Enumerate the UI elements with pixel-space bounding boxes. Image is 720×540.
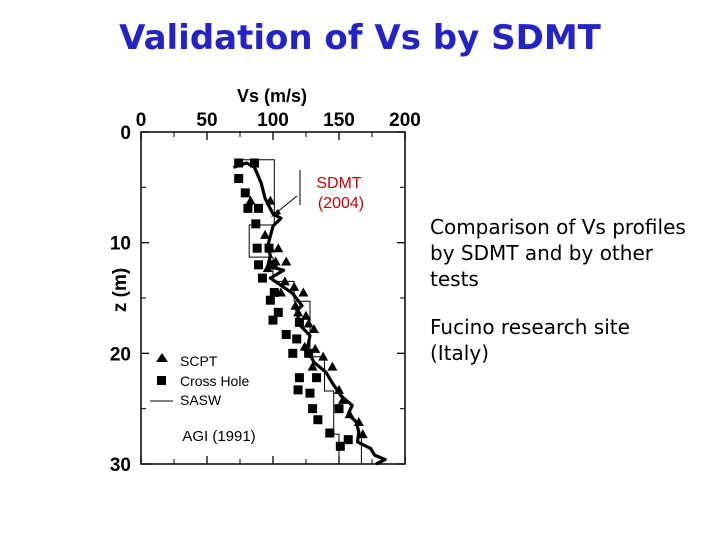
cross-hole-point xyxy=(325,428,335,438)
scpt-point xyxy=(281,256,292,266)
scpt-point xyxy=(303,318,314,328)
cross-hole-point xyxy=(234,158,244,168)
scpt-point xyxy=(353,416,364,426)
cross-hole-point xyxy=(293,385,303,395)
source-note: AGI (1991) xyxy=(182,428,255,445)
cross-hole-point xyxy=(257,273,267,283)
cross-hole-point xyxy=(312,373,322,383)
legend-scpt: SCPT xyxy=(180,353,218,369)
cross-hole-point xyxy=(253,260,263,270)
cross-hole-point xyxy=(292,334,302,344)
y-axis-label: z (m) xyxy=(110,268,131,312)
scpt-point xyxy=(318,351,329,361)
chart-legend: SCPT Cross Hole SASW AGI (1991) xyxy=(150,353,256,445)
cross-hole-point xyxy=(253,203,263,213)
comparison-description: Comparison of Vs profiles by SDMT and by… xyxy=(430,215,686,291)
scpt-point xyxy=(293,307,304,317)
cross-hole-point xyxy=(294,373,304,383)
scpt-point xyxy=(307,361,318,371)
annotation-arrow-head xyxy=(271,209,281,217)
cross-hole-point xyxy=(252,243,262,253)
scpt-point xyxy=(245,195,256,205)
cross-hole-point xyxy=(288,348,298,358)
scpt-point xyxy=(270,256,281,266)
y-tick-label: 0 xyxy=(120,123,131,144)
legend-cross-hole: Cross Hole xyxy=(180,373,249,389)
scpt-point xyxy=(327,361,338,371)
scpt-point xyxy=(279,276,290,286)
scpt-point xyxy=(275,287,286,297)
legend-triangle-marker xyxy=(156,353,168,362)
scpt-point xyxy=(262,263,273,273)
scpt-point xyxy=(337,394,348,404)
legend-square-marker xyxy=(157,376,166,385)
legend-sasw: SASW xyxy=(180,392,222,408)
cross-hole-point xyxy=(343,435,353,445)
sdmt-annotation: SDMT (2004) xyxy=(271,170,364,217)
annotation-year: (2004) xyxy=(318,195,364,212)
annotation-sdmt: SDMT xyxy=(316,175,362,192)
x-tick-label: 0 xyxy=(136,110,147,131)
y-tick-label: 10 xyxy=(110,234,131,255)
cross-hole-point xyxy=(268,315,278,325)
cross-hole-point xyxy=(265,295,275,305)
scpt-point xyxy=(357,429,368,439)
x-tick-label: 50 xyxy=(196,110,217,131)
scpt-point xyxy=(260,229,271,239)
slide-title: Validation of Vs by SDMT xyxy=(119,18,601,58)
scpt-point xyxy=(298,287,309,297)
cross-hole-point xyxy=(250,158,260,168)
scpt-point xyxy=(308,323,319,333)
scpt-point xyxy=(265,243,276,253)
scpt-point xyxy=(334,384,344,394)
scpt-point xyxy=(290,300,301,310)
x-axis-label: Vs (m/s) xyxy=(237,86,307,106)
cross-hole-point xyxy=(313,415,323,425)
cross-hole-point xyxy=(240,188,250,198)
x-tick-label: 200 xyxy=(389,110,421,131)
cross-hole-point xyxy=(281,330,291,340)
scpt-point xyxy=(299,341,310,351)
cross-hole-point xyxy=(294,317,304,327)
annotation-arrow-line xyxy=(275,195,298,214)
cross-hole-point xyxy=(234,173,244,183)
x-tick-label: 100 xyxy=(257,110,289,131)
scpt-point xyxy=(344,409,355,419)
scpt-point xyxy=(310,343,321,353)
cross-hole-point xyxy=(308,404,318,414)
site-description: Fucino research site (Italy) xyxy=(430,315,630,365)
cross-hole-point xyxy=(269,287,279,297)
cross-hole-point xyxy=(273,307,283,317)
y-tick-label: 20 xyxy=(110,344,131,365)
cross-hole-point xyxy=(304,348,314,358)
cross-hole-point xyxy=(334,404,344,414)
cross-hole-point xyxy=(305,388,315,398)
scpt-point xyxy=(265,195,276,205)
cross-hole-point xyxy=(251,219,261,229)
x-tick-label: 150 xyxy=(323,110,355,131)
cross-hole-point xyxy=(335,441,345,451)
sasw-step-line xyxy=(237,159,362,465)
scpt-point xyxy=(273,243,284,253)
y-tick-label: 30 xyxy=(110,455,131,476)
scpt-point xyxy=(289,281,300,291)
scpt-point xyxy=(301,310,311,320)
cross-hole-point xyxy=(243,203,253,213)
